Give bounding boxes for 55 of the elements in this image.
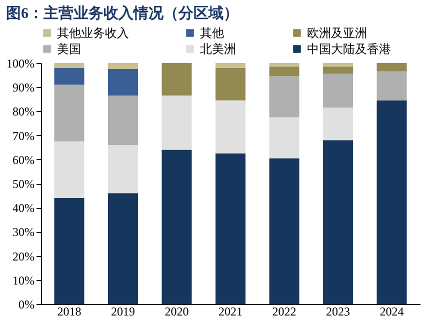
- y-tick-label: 40%: [12, 201, 34, 216]
- bar: [54, 63, 84, 68]
- bar: [269, 158, 300, 304]
- bar: [323, 74, 354, 108]
- y-tick-label: 50%: [12, 177, 34, 191]
- y-tick-label: 80%: [12, 104, 34, 119]
- legend-label: 美国: [57, 42, 81, 56]
- legend-label: 北美洲: [200, 42, 236, 56]
- x-tick-label: 2023: [326, 304, 350, 318]
- bar: [54, 84, 84, 142]
- bar: [54, 68, 84, 85]
- legend-label: 其他: [200, 26, 224, 40]
- bar: [108, 144, 138, 194]
- x-tick-label: 2020: [164, 304, 189, 318]
- bar: [108, 69, 138, 96]
- y-tick-label: 20%: [12, 249, 34, 264]
- x-tick-label: 2018: [57, 304, 82, 318]
- bar: [216, 68, 246, 100]
- bar: [162, 63, 192, 96]
- y-tick-label: 0%: [18, 298, 34, 312]
- bar: [376, 71, 407, 100]
- x-tick-label: 2021: [218, 304, 242, 318]
- legend-label: 其他业务收入: [57, 26, 129, 40]
- bar: [162, 96, 192, 150]
- bar: [162, 150, 192, 304]
- x-tick-label: 2019: [110, 304, 135, 318]
- bar: [323, 108, 354, 140]
- bar: [269, 66, 300, 76]
- y-tick-label: 90%: [12, 80, 34, 95]
- bar: [54, 141, 84, 198]
- bar: [108, 63, 138, 70]
- bar: [108, 193, 138, 304]
- y-tick-label: 100%: [6, 56, 34, 70]
- bar: [323, 140, 354, 304]
- bar: [323, 66, 354, 74]
- bar: [376, 63, 407, 72]
- chart-title: 图6：主营业务收入情况（分区域）: [6, 4, 239, 22]
- y-tick-label: 10%: [12, 273, 34, 288]
- y-tick-label: 30%: [12, 225, 34, 240]
- bar: [216, 63, 246, 68]
- bar: [269, 76, 300, 118]
- bar: [216, 100, 246, 154]
- legend-label: 欧洲及亚洲: [307, 26, 367, 40]
- bar: [108, 96, 138, 145]
- bar: [269, 117, 300, 158]
- bar: [376, 100, 407, 304]
- bar: [216, 153, 246, 304]
- x-tick-label: 2022: [272, 304, 296, 318]
- x-tick-label: 2024: [380, 304, 404, 318]
- bar: [54, 198, 84, 304]
- legend-label: 中国大陆及香港: [307, 42, 391, 56]
- bar: [269, 63, 300, 67]
- bar: [323, 63, 354, 67]
- y-tick-label: 70%: [12, 128, 34, 143]
- y-tick-label: 60%: [12, 152, 34, 167]
